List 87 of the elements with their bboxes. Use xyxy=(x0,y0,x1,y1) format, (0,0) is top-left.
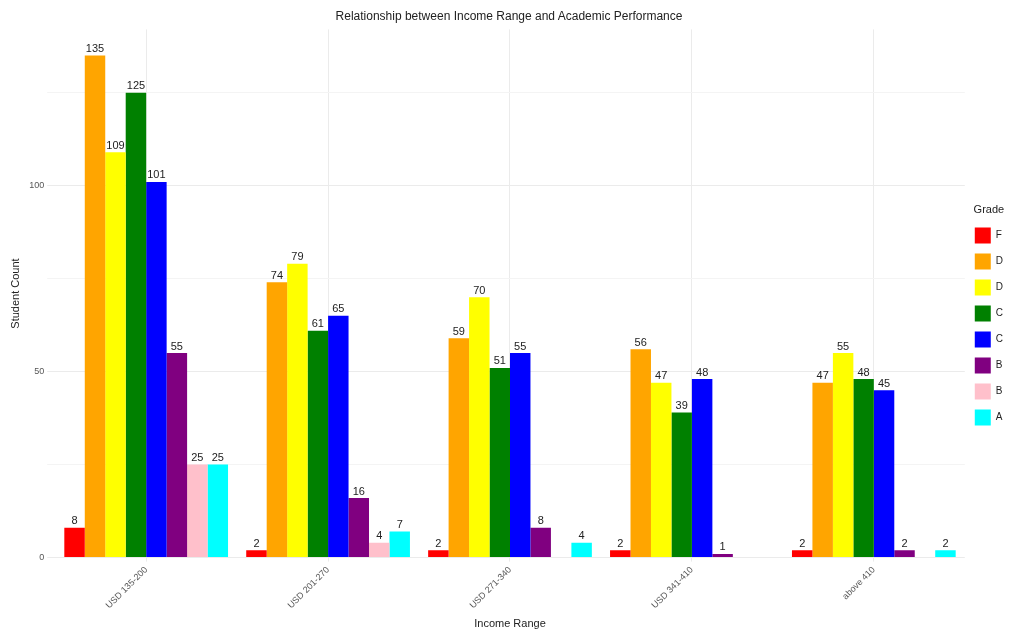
bar xyxy=(84,55,106,558)
bar xyxy=(428,550,449,558)
legend-label: D xyxy=(995,281,1004,293)
bar xyxy=(489,367,510,558)
bar xyxy=(166,353,188,558)
bar xyxy=(287,263,308,558)
data-label: 74 xyxy=(270,268,284,281)
data-label: 2 xyxy=(799,536,806,549)
y-tick-label: 100 xyxy=(29,180,45,191)
legend-label: A xyxy=(995,411,1003,423)
bar xyxy=(105,152,126,558)
data-label: 25 xyxy=(191,451,204,464)
data-label: 2 xyxy=(901,536,908,549)
legend-label: C xyxy=(995,307,1004,319)
data-label: 2 xyxy=(942,536,949,549)
bar xyxy=(671,412,692,558)
data-label: 55 xyxy=(514,339,527,352)
bar xyxy=(266,282,288,558)
data-label: 4 xyxy=(376,529,383,542)
bar xyxy=(832,353,854,558)
data-label: 8 xyxy=(537,514,544,527)
bar xyxy=(448,338,470,558)
bar xyxy=(307,330,329,558)
data-label: 2 xyxy=(253,536,260,549)
data-label: 45 xyxy=(877,376,891,389)
bar xyxy=(935,550,956,558)
bar xyxy=(530,527,551,558)
legend-label: C xyxy=(995,333,1004,345)
data-label: 2 xyxy=(617,536,624,549)
bar xyxy=(187,464,208,558)
data-label: 70 xyxy=(473,283,486,296)
bar xyxy=(125,92,147,558)
data-label: 39 xyxy=(675,399,688,412)
data-label: 135 xyxy=(85,41,105,54)
bar xyxy=(571,542,592,558)
data-label: 101 xyxy=(147,168,166,181)
data-label: 55 xyxy=(170,339,183,352)
bar xyxy=(894,550,915,558)
data-label: 2 xyxy=(435,536,442,549)
data-label: 61 xyxy=(311,317,324,330)
y-tick-label: 50 xyxy=(34,366,45,377)
bar xyxy=(650,382,672,558)
legend-label: D xyxy=(995,255,1004,267)
data-label: 16 xyxy=(352,484,365,497)
data-label: 55 xyxy=(837,339,850,352)
data-label: 59 xyxy=(452,324,465,337)
bar xyxy=(246,550,267,558)
data-label: 51 xyxy=(493,354,506,367)
bar xyxy=(873,390,895,558)
data-label: 1 xyxy=(719,540,726,553)
bar xyxy=(328,315,349,558)
bar xyxy=(791,550,813,558)
data-label: 65 xyxy=(332,302,345,315)
data-label: 48 xyxy=(696,365,709,378)
x-axis-title: Income Range xyxy=(474,617,546,630)
legend-title: Grade xyxy=(973,202,1005,215)
bar xyxy=(853,379,874,558)
bar xyxy=(389,531,410,558)
y-tick-label: 0 xyxy=(39,552,45,563)
data-label: 47 xyxy=(816,369,829,382)
data-label: 7 xyxy=(396,518,403,531)
chart-title: Relationship between Income Range and Academic Performance xyxy=(335,8,683,23)
bar xyxy=(369,542,390,558)
bar xyxy=(348,498,370,558)
y-axis-title: Student Count xyxy=(8,258,21,329)
bar xyxy=(610,550,631,558)
legend-label: F xyxy=(995,229,1002,241)
data-label: 125 xyxy=(126,79,146,92)
bar xyxy=(510,353,531,558)
bar xyxy=(64,527,85,558)
data-label: 25 xyxy=(211,451,224,464)
data-label: 56 xyxy=(634,335,647,348)
data-label: 79 xyxy=(291,250,304,263)
data-label: 8 xyxy=(71,514,78,527)
data-label: 109 xyxy=(106,138,125,151)
bar xyxy=(691,379,713,558)
data-label: 4 xyxy=(578,529,585,542)
bar xyxy=(207,464,229,558)
data-label: 47 xyxy=(655,369,668,382)
bar xyxy=(812,382,833,558)
bar xyxy=(146,181,167,558)
bar xyxy=(469,297,490,558)
legend-label: B xyxy=(995,359,1003,371)
bar xyxy=(712,553,733,558)
data-label: 48 xyxy=(857,365,870,378)
bar xyxy=(630,349,651,558)
legend-label: B xyxy=(995,385,1003,397)
